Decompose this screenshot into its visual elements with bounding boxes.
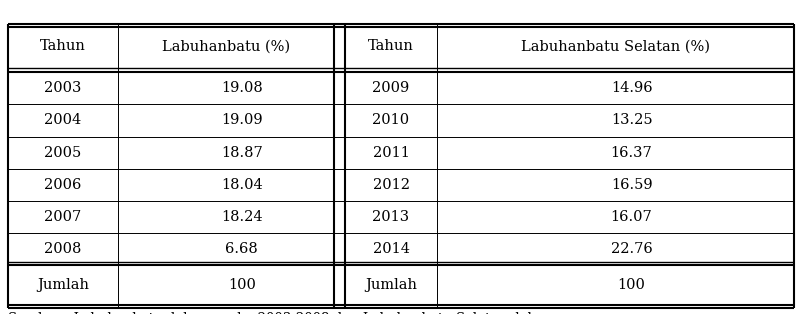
Text: 2012: 2012 <box>373 178 409 192</box>
Text: 2013: 2013 <box>373 210 409 224</box>
Text: 18.04: 18.04 <box>221 178 263 192</box>
Text: 2011: 2011 <box>373 146 409 160</box>
Text: 19.09: 19.09 <box>221 113 263 127</box>
Text: Labuhanbatu Selatan (%): Labuhanbatu Selatan (%) <box>521 39 710 53</box>
Text: 2007: 2007 <box>45 210 81 224</box>
Text: 14.96: 14.96 <box>610 81 653 95</box>
Text: 2006: 2006 <box>45 178 81 192</box>
Text: 13.25: 13.25 <box>610 113 653 127</box>
Text: 2008: 2008 <box>45 242 81 256</box>
Text: 16.37: 16.37 <box>610 146 653 160</box>
Text: 2004: 2004 <box>45 113 81 127</box>
Text: Tahun: Tahun <box>368 39 414 53</box>
Text: Sumber:  Labuhanbatu dalam angka 2003-2008 dan Labuhanbatu Selatan dalam: Sumber: Labuhanbatu dalam angka 2003-200… <box>8 312 552 314</box>
Text: Tahun: Tahun <box>40 39 86 53</box>
Text: 2003: 2003 <box>45 81 81 95</box>
Text: 19.08: 19.08 <box>221 81 263 95</box>
Text: 18.24: 18.24 <box>221 210 263 224</box>
Text: 2009: 2009 <box>373 81 409 95</box>
Text: 16.07: 16.07 <box>610 210 653 224</box>
Text: 16.59: 16.59 <box>610 178 653 192</box>
Text: Jumlah: Jumlah <box>37 278 89 292</box>
Text: 100: 100 <box>618 278 646 292</box>
Text: Labuhanbatu (%): Labuhanbatu (%) <box>162 39 290 53</box>
Text: 2014: 2014 <box>373 242 409 256</box>
Text: 6.68: 6.68 <box>225 242 259 256</box>
Text: 18.87: 18.87 <box>221 146 263 160</box>
Text: 2005: 2005 <box>45 146 81 160</box>
Text: Jumlah: Jumlah <box>365 278 417 292</box>
Text: 22.76: 22.76 <box>610 242 653 256</box>
Text: 2010: 2010 <box>373 113 409 127</box>
Text: 100: 100 <box>228 278 255 292</box>
